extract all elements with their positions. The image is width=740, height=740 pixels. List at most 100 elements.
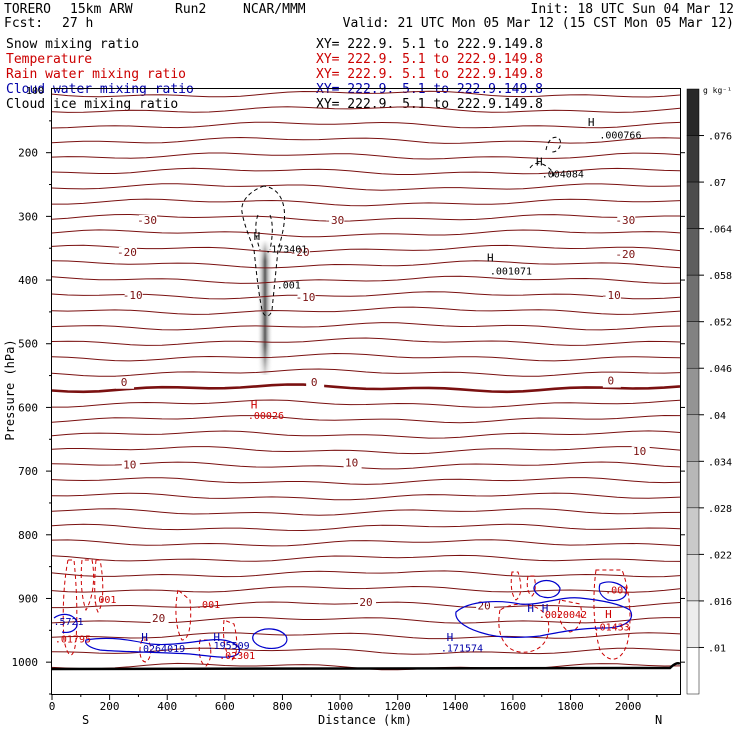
h-marker: H bbox=[447, 631, 454, 644]
isotherm-line bbox=[52, 585, 680, 593]
colorbar-tick-label: .04 bbox=[708, 411, 726, 422]
isotherm-line bbox=[52, 306, 680, 315]
isotherm-line bbox=[52, 352, 680, 362]
h-marker: H bbox=[141, 631, 148, 644]
x-tick-label: 1000 bbox=[327, 700, 354, 713]
isotherm-line bbox=[52, 337, 680, 346]
x-tick-label: 400 bbox=[157, 700, 177, 713]
colorbar-tick-label: .046 bbox=[708, 364, 732, 375]
rain-contours bbox=[62, 559, 631, 667]
isotherm-label-bg bbox=[602, 290, 621, 303]
isotherm-line bbox=[52, 260, 680, 269]
legend: Snow mixing ratio XY= 222.9. 5.1 to 222.9… bbox=[6, 37, 543, 112]
isotherm-label-bg bbox=[476, 600, 495, 613]
extremum-label: .0020042 bbox=[539, 610, 587, 621]
h-marker: H bbox=[251, 399, 258, 412]
colorbar-cell bbox=[686, 367, 700, 416]
isotherm-line bbox=[52, 570, 680, 578]
isotherm-line bbox=[52, 229, 680, 238]
colorbar-cell bbox=[686, 600, 700, 648]
isotherm-line bbox=[52, 647, 680, 655]
x-tick-label: 800 bbox=[273, 700, 293, 713]
isotherm-line bbox=[52, 461, 680, 470]
legend-name: Snow mixing ratio bbox=[6, 37, 139, 52]
x-tick-label: 600 bbox=[215, 700, 235, 713]
isotherm-label-bg bbox=[326, 215, 345, 228]
colorbar-tick-label: .034 bbox=[708, 457, 732, 468]
isotherm-line bbox=[52, 167, 680, 175]
isotherm-line bbox=[52, 198, 680, 207]
h-marker: H bbox=[542, 602, 549, 615]
isotherm-label-bg bbox=[139, 215, 158, 228]
ground-line bbox=[52, 661, 680, 671]
isotherm-line bbox=[52, 508, 680, 516]
y-tick-label: 300 bbox=[18, 210, 38, 223]
x-axis-left-end: S bbox=[82, 713, 89, 727]
y-tick-label: 500 bbox=[18, 338, 38, 351]
isotherm-line bbox=[52, 291, 680, 300]
isotherm-label: -10 bbox=[296, 291, 316, 304]
colorbar-cell bbox=[686, 135, 700, 183]
colorbar-cell bbox=[686, 554, 700, 602]
isotherm-line bbox=[52, 136, 680, 144]
colorbar-unit: g kg⁻¹ bbox=[703, 86, 732, 95]
isotherm-label: 10 bbox=[633, 445, 646, 458]
snow-contour-inner bbox=[255, 214, 273, 251]
colorbar-tick-label: .076 bbox=[708, 132, 732, 143]
isotherm-label: -20 bbox=[290, 246, 310, 259]
legend-name: Cloud ice mixing ratio bbox=[6, 97, 178, 112]
isotherm-line bbox=[52, 368, 680, 377]
isotherm-label: -10 bbox=[123, 289, 143, 302]
isotherm-line bbox=[52, 383, 680, 394]
x-axis-right-end: N bbox=[655, 713, 662, 727]
extremum-label: .004084 bbox=[542, 170, 584, 181]
isotherm-label: 20 bbox=[359, 596, 372, 609]
colorbar-cell bbox=[686, 647, 700, 695]
isotherm-label: 0 bbox=[311, 376, 318, 389]
isotherm-line bbox=[52, 414, 680, 424]
extrema-labels: .000766 .004084 .173401 .001071 .001 .00026 .0… bbox=[53, 131, 641, 662]
isotherm-label: -30 bbox=[324, 214, 344, 227]
isotherm-line bbox=[52, 539, 680, 547]
header-org: NCAR/MMM bbox=[243, 2, 306, 17]
extremum-label: .173401 bbox=[265, 245, 307, 256]
extremum-label: .001 bbox=[196, 600, 220, 611]
isotherm-line bbox=[52, 121, 680, 129]
y-tick-label: 400 bbox=[18, 274, 38, 287]
isotherm-label-bg bbox=[343, 457, 362, 470]
legend-name: Cloud water mixing ratio bbox=[6, 82, 194, 97]
isotherm-line bbox=[52, 152, 680, 160]
snow-contour bbox=[241, 185, 285, 317]
isotherm-label-bg bbox=[358, 597, 376, 610]
extremum-label: .195509 bbox=[208, 641, 250, 652]
header-init: Init: 18 UTC Sun 04 Mar 12 bbox=[531, 2, 735, 17]
isotherm-label: -10 bbox=[601, 289, 621, 302]
plot-frame bbox=[51, 88, 681, 695]
legend-xy: XY= 222.9. 5.1 to 222.9.149.8 bbox=[316, 97, 543, 112]
x-tick-label: 1400 bbox=[442, 700, 469, 713]
isotherm-label-bg bbox=[617, 215, 636, 228]
isotherm-line bbox=[52, 430, 680, 439]
isotherm-label: 20 bbox=[152, 612, 165, 625]
y-tick-label: 600 bbox=[18, 401, 38, 414]
isotherm-label: 0 bbox=[121, 376, 128, 389]
isotherm-label: -30 bbox=[137, 214, 157, 227]
isotherm-line bbox=[52, 399, 680, 408]
y-axis-top-label: 100 bbox=[26, 86, 44, 97]
isotherms: -30 -30 -30 -20 -20 -20 -10 -10 -10 0 0 0 10 10 10 20 20… bbox=[52, 90, 680, 671]
colorbar-tick-label: .07 bbox=[708, 178, 726, 189]
colorbar-cell bbox=[686, 228, 700, 276]
extremum-label: .171574 bbox=[441, 643, 483, 654]
isotherm-line bbox=[52, 183, 680, 191]
y-tick-label: 900 bbox=[18, 592, 38, 605]
header-model: TORERO bbox=[4, 2, 51, 17]
isotherm-label-bg bbox=[602, 375, 621, 388]
isotherm-line bbox=[52, 632, 680, 640]
colorbar-tick-label: .058 bbox=[708, 271, 732, 282]
colorbar-tick-label: .022 bbox=[708, 550, 732, 561]
h-marker: H bbox=[536, 155, 543, 168]
extremum-label: .0264019 bbox=[137, 644, 185, 655]
isotherm-label-bg bbox=[118, 246, 137, 259]
